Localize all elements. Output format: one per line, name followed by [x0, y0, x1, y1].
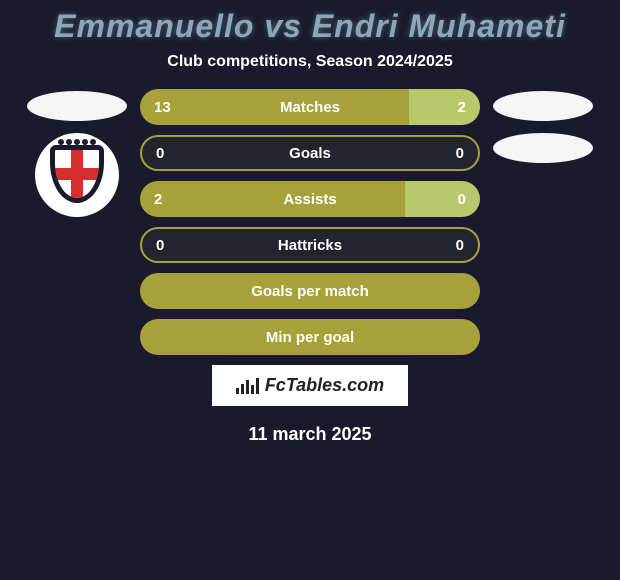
stat-bar-min-per-goal: Min per goal — [140, 319, 480, 355]
shield-icon — [50, 145, 104, 205]
stat-bar-assists: 20 Assists — [140, 181, 480, 217]
stat-right-value: 0 — [456, 145, 478, 162]
vs-text: vs — [264, 8, 302, 44]
stat-left-value: 2 — [140, 181, 405, 217]
player1-name: Emmanuello — [54, 8, 254, 44]
date-label: 11 march 2025 — [248, 424, 371, 445]
stat-label: Hattricks — [278, 237, 342, 254]
stat-bar-matches: 132 Matches — [140, 89, 480, 125]
stat-left-value: 13 — [140, 89, 409, 125]
player1-flag-placeholder — [27, 91, 127, 121]
player2-club-placeholder — [493, 133, 593, 163]
stats-bars: 132Matches00Goals20Assists00HattricksGoa… — [140, 89, 480, 355]
subtitle: Club competitions, Season 2024/2025 — [167, 53, 452, 71]
stat-right-value: 2 — [409, 89, 480, 125]
logo-text: FcTables.com — [265, 375, 384, 396]
stat-bar-goals: 0 0 Goals — [140, 135, 480, 171]
stat-left-value: 0 — [142, 145, 164, 162]
comparison-card: Emmanuello vs Endri Muhameti Club compet… — [0, 0, 620, 445]
main-row: 132Matches00Goals20Assists00HattricksGoa… — [0, 89, 620, 355]
source-logo[interactable]: FcTables.com — [212, 365, 408, 406]
left-column — [22, 89, 132, 217]
stat-bar-hattricks: 0 0 Hattricks — [140, 227, 480, 263]
stat-label: Min per goal — [266, 329, 354, 346]
stat-label: Assists — [283, 191, 336, 208]
stat-left-value: 0 — [142, 237, 164, 254]
chart-icon — [236, 378, 259, 394]
stat-label: Goals — [289, 145, 331, 162]
right-column — [488, 89, 598, 163]
stat-bar-goals-per-match: Goals per match — [140, 273, 480, 309]
player2-name: Endri Muhameti — [312, 8, 566, 44]
stat-label: Goals per match — [251, 283, 369, 300]
page-title: Emmanuello vs Endri Muhameti — [54, 8, 566, 45]
stat-right-value: 0 — [456, 237, 478, 254]
stat-right-value: 0 — [405, 181, 480, 217]
stat-label: Matches — [280, 99, 340, 116]
player2-flag-placeholder — [493, 91, 593, 121]
player1-club-badge — [35, 133, 119, 217]
